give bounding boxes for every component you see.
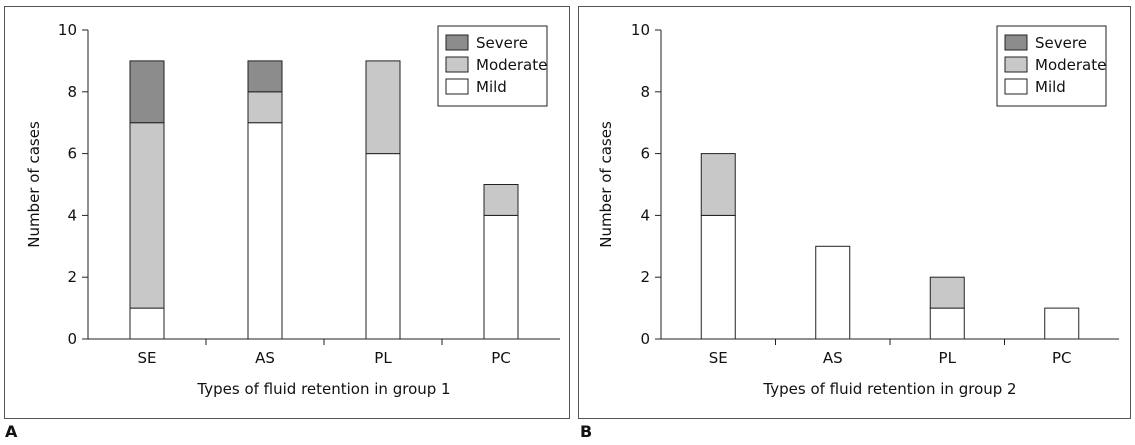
chart-svg-b: 0 2 4 6 8 10 SE AS PL PC Types of fluid retention …	[597, 21, 1119, 398]
chart-b-legend-label-mild: Mild	[1035, 78, 1066, 96]
chart-b-y-tick-label-4: 8	[640, 83, 650, 101]
chart-a-x-tick-label-1: AS	[255, 349, 275, 367]
chart-b-bar-pl-mild	[929, 307, 965, 340]
chart-b-x-tick-label-2: PL	[939, 349, 957, 367]
chart-a-y-tick-label-3: 6	[67, 145, 77, 163]
chart-a-legend-swatch-moderate	[445, 56, 469, 73]
chart-a-x-tick-label-2: PL	[374, 349, 392, 367]
chart-a-x-tick-label-0: SE	[138, 349, 157, 367]
chart-b-legend-swatch-mild	[1004, 78, 1028, 95]
chart-a-bar-pl-mild	[365, 153, 401, 340]
chart-panel-b: 0 2 4 6 8 10 SE AS PL PC Types of fluid retention …	[578, 6, 1131, 419]
chart-a-y-tick-label-4: 8	[67, 83, 77, 101]
chart-b-y-tick-label-0: 0	[640, 330, 650, 348]
chart-b-legend-label-severe: Severe	[1035, 34, 1087, 52]
chart-a-legend-swatch-severe	[445, 34, 469, 51]
chart-a-x-tick-label-3: PC	[491, 349, 511, 367]
chart-b-y-tick-label-1: 2	[640, 268, 650, 286]
chart-b-x-tick-label-3: PC	[1052, 349, 1072, 367]
chart-a-y-tick-label-2: 4	[67, 206, 77, 224]
chart-a-x-axis-label: Types of fluid retention in group 1	[196, 380, 450, 398]
chart-a-bar-as-moderate	[247, 91, 283, 124]
chart-b-y-tick-label-3: 6	[640, 145, 650, 163]
chart-b-x-tick-label-1: AS	[823, 349, 843, 367]
chart-a-y-axis-label: Number of cases	[25, 121, 43, 248]
chart-b-x-tick-label-0: SE	[709, 349, 728, 367]
chart-b-legend-swatch-severe	[1004, 34, 1028, 51]
chart-b-bar-pc-mild	[1044, 307, 1080, 340]
chart-b-y-tick-label-5: 10	[631, 21, 650, 39]
chart-b-bar-se-mild	[700, 214, 736, 340]
chart-a-legend-label-moderate: Moderate	[476, 56, 547, 74]
chart-b-y-axis-label: Number of cases	[597, 121, 615, 248]
chart-a-y-tick-label-5: 10	[58, 21, 77, 39]
chart-b-bar-se-moderate	[700, 153, 736, 216]
chart-b-y-tick-label-2: 4	[640, 206, 650, 224]
chart-a-bar-pc-moderate	[483, 184, 519, 216]
chart-b-legend-swatch-moderate	[1004, 56, 1028, 73]
chart-panel-a: 0 2 4 6 8 10 SE AS PL PC Types of fluid retention …	[4, 6, 570, 419]
chart-b-bar-pl-moderate	[929, 276, 965, 309]
chart-svg-a: 0 2 4 6 8 10 SE AS PL PC Types of fluid retention …	[25, 21, 560, 398]
chart-a-bar-as-mild	[247, 122, 283, 340]
chart-a-legend: Severe Moderate Mild	[437, 25, 548, 107]
chart-a-bar-se-moderate	[129, 122, 165, 309]
chart-a-legend-swatch-mild	[445, 78, 469, 95]
panel-letter-b: B	[580, 422, 593, 441]
chart-a-bar-pc-mild	[483, 214, 519, 340]
chart-b-legend-label-moderate: Moderate	[1035, 56, 1106, 74]
chart-a-bar-se-mild	[129, 307, 165, 340]
chart-b-legend: Severe Moderate Mild	[996, 25, 1107, 107]
chart-a-bar-as-severe	[247, 60, 283, 93]
panel-letter-a: A	[5, 422, 18, 441]
chart-a-legend-label-severe: Severe	[476, 34, 528, 52]
chart-b-bar-as-mild	[815, 245, 851, 340]
chart-b-x-axis-label: Types of fluid retention in group 2	[762, 380, 1016, 398]
chart-a-bar-se-severe	[129, 60, 165, 124]
chart-a-bar-pl-moderate	[365, 60, 401, 155]
chart-a-y-tick-label-0: 0	[67, 330, 77, 348]
chart-a-legend-label-mild: Mild	[476, 78, 507, 96]
chart-a-y-tick-label-1: 2	[67, 268, 77, 286]
